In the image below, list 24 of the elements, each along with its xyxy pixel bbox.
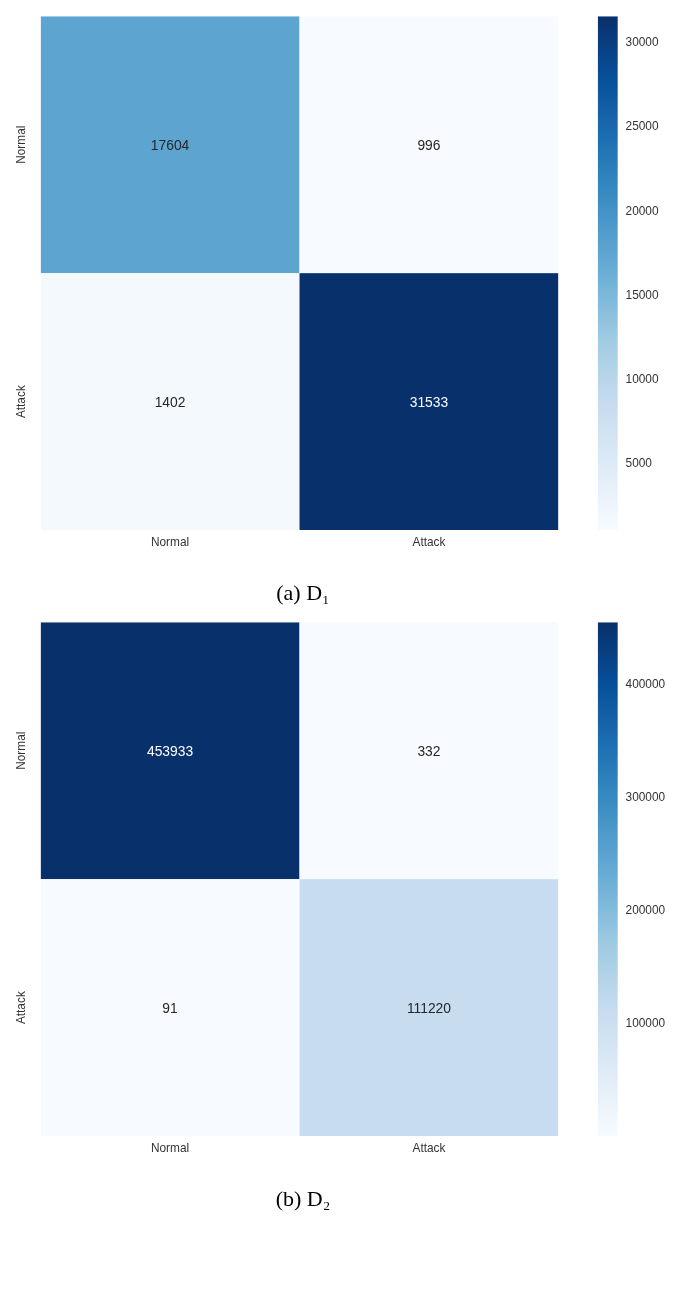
color-bar-label: 15000 (625, 287, 659, 302)
color-bar-label: 30000 (625, 35, 659, 50)
data-label: 332 (417, 742, 441, 759)
data-label: 111220 (406, 999, 452, 1016)
data-label: 17604 (150, 136, 190, 153)
data-label: 91 (162, 999, 179, 1016)
data-label: 453933 (146, 742, 194, 759)
color-bar-label: 20000 (625, 203, 659, 218)
text: (a) D₁ (275, 580, 331, 606)
color-bar-label: 300000 (625, 789, 666, 804)
color-bar-label: 400000 (625, 676, 666, 691)
color-bar-label: 200000 (625, 902, 666, 917)
y-tick-label: Normal (13, 731, 28, 770)
y-tick-label: Normal (13, 125, 28, 164)
data-label: 996 (417, 136, 441, 153)
data-label: 31533 (409, 393, 449, 410)
color-bar-label: 100000 (625, 1016, 666, 1031)
color-bar-label: 25000 (625, 119, 659, 134)
data-label: 1402 (154, 393, 186, 410)
color-bar-label: 10000 (625, 371, 659, 386)
y-tick-label: Attack (13, 385, 28, 419)
y-tick-label: Attack (13, 991, 28, 1025)
color-bar-label: 5000 (625, 455, 653, 470)
text: (b) D₂ (274, 1186, 332, 1212)
